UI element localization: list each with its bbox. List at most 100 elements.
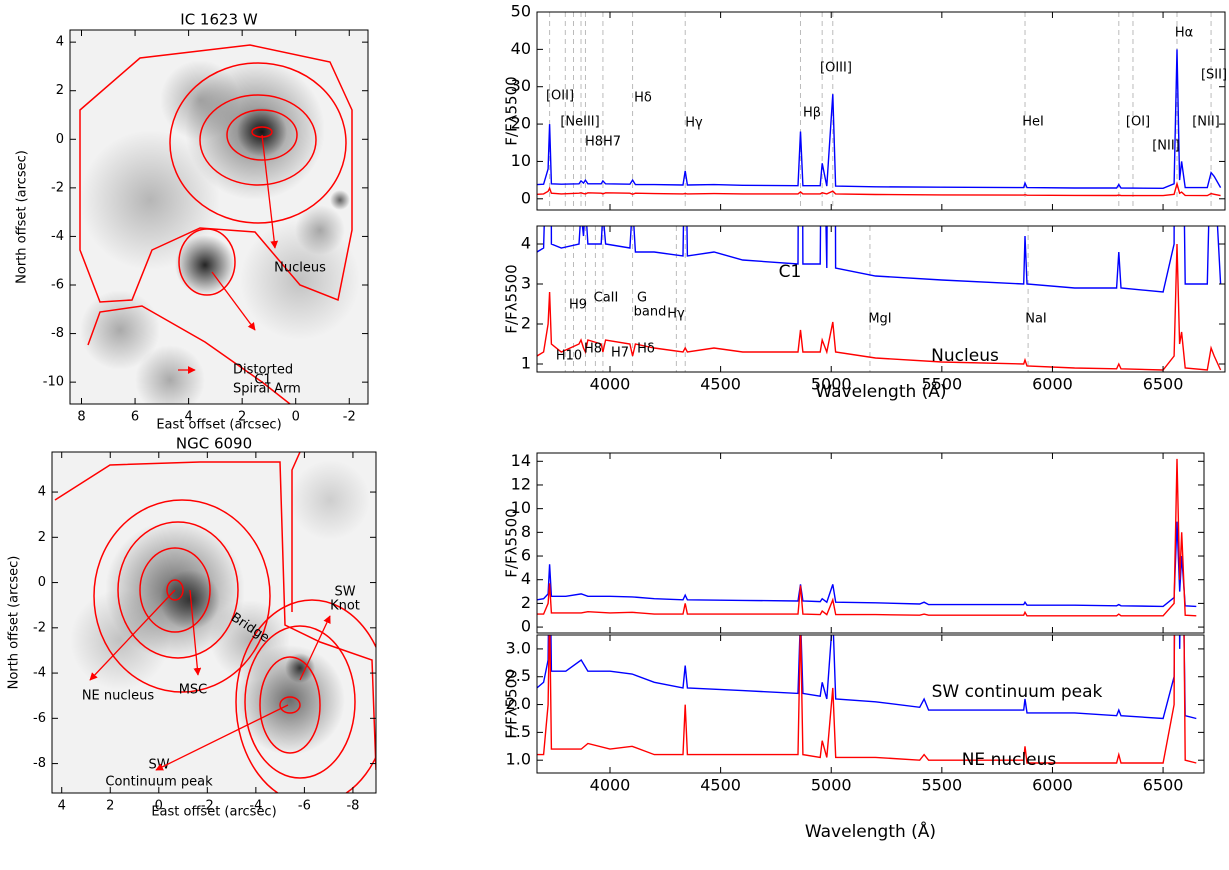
- y-tick-label: 10: [511, 151, 531, 170]
- annotation: H8: [584, 342, 602, 357]
- annotation: [OIII]: [820, 61, 852, 76]
- annotation: [SII]: [1201, 68, 1227, 83]
- x-tick-label: 4: [184, 410, 192, 425]
- annotation: NE nucleus: [82, 689, 155, 704]
- galaxy-light: [295, 205, 345, 255]
- plot-area: [52, 452, 376, 793]
- annotation: G: [637, 291, 647, 306]
- y-axis-label: F/Fλ5500: [503, 76, 521, 145]
- annotation: Hγ: [685, 116, 703, 131]
- y-tick-label: 1.0: [506, 750, 531, 769]
- x-tick-label: 4: [58, 799, 66, 814]
- series-label: SW continuum peak: [932, 682, 1103, 702]
- annotation: Continuum peak: [105, 775, 213, 790]
- arrow: [211, 271, 256, 331]
- y-tick-label: -6: [51, 278, 64, 293]
- y-tick-label: 4: [56, 35, 64, 50]
- x-tick-label: 2: [238, 410, 246, 425]
- x-axis-label: East offset (arcsec): [156, 418, 281, 433]
- spectrum: [537, 226, 1222, 293]
- x-axis-label: East offset (arcsec): [151, 805, 276, 820]
- x-tick-label: 6500: [1143, 776, 1184, 795]
- plot-area: [537, 226, 1222, 372]
- y-tick-label: 2: [38, 530, 46, 545]
- axes-frame: [536, 634, 1205, 774]
- annotation: band: [634, 305, 667, 320]
- y-tick-label: 0: [521, 188, 531, 207]
- panel-title: NGC 6090: [176, 435, 252, 453]
- y-tick-label: 2: [521, 593, 531, 612]
- contour: [226, 109, 298, 161]
- annotation: C1: [254, 373, 271, 388]
- y-tick-label: 4: [38, 485, 46, 500]
- x-tick-label: 5500: [921, 776, 962, 795]
- x-tick-label: 4000: [590, 375, 631, 394]
- axes-frame: [536, 225, 1226, 373]
- annotation: [NII]: [1192, 115, 1220, 130]
- y-tick-label: -2: [51, 180, 64, 195]
- x-tick-label: -2: [201, 799, 214, 814]
- contour: [199, 94, 317, 186]
- arrow: [189, 589, 202, 676]
- y-tick-label: 2.0: [506, 694, 531, 713]
- y-tick-label: 0: [56, 132, 64, 147]
- x-tick-label: 0: [292, 410, 300, 425]
- y-tick-label: 14: [511, 451, 531, 470]
- annotation: HeI: [1022, 115, 1044, 130]
- y-tick-label: 20: [511, 114, 531, 133]
- x-tick-label: -2: [343, 410, 356, 425]
- contour: [244, 625, 356, 779]
- plot-area: [537, 458, 1197, 617]
- y-axis-label: North offset (arcsec): [15, 150, 30, 284]
- y-tick-label: 2: [56, 83, 64, 98]
- y-tick-label: 1: [521, 354, 531, 373]
- y-tick-label: 2.5: [506, 666, 531, 685]
- annotation: H8H7: [585, 135, 621, 150]
- x-axis-label: Wavelength (Å): [815, 380, 946, 402]
- contour: [259, 656, 321, 754]
- y-tick-label: -10: [43, 375, 64, 390]
- x-tick-label: 5000: [811, 776, 852, 795]
- series-label: NE nucleus: [962, 750, 1057, 770]
- y-tick-label: 0: [521, 617, 531, 636]
- y-tick-label: 4: [521, 569, 531, 588]
- axes-frame: [536, 11, 1226, 211]
- spectrum: [537, 181, 1221, 197]
- spectrum: [537, 635, 1197, 720]
- series-label: Nucleus: [931, 346, 999, 366]
- series-label: C1: [779, 262, 802, 282]
- spectrum: [537, 458, 1197, 617]
- y-axis-label: North offset (arcsec): [7, 556, 22, 690]
- y-tick-label: -4: [33, 666, 46, 681]
- annotation: SW: [334, 585, 355, 600]
- x-tick-label: 6500: [1143, 375, 1184, 394]
- plot-area: [537, 635, 1197, 764]
- x-tick-label: 6000: [1032, 776, 1073, 795]
- y-axis-label: F/Fλ5500: [503, 508, 521, 577]
- y-tick-label: 6: [521, 546, 531, 565]
- annotation: Spiral Arm: [233, 382, 301, 397]
- y-tick-label: 10: [511, 498, 531, 517]
- y-tick-label: 50: [511, 2, 531, 21]
- axes-frame: [69, 29, 369, 405]
- galaxy-light: [210, 600, 290, 680]
- y-tick-label: 0: [38, 575, 46, 590]
- galaxy-light: [285, 653, 315, 683]
- x-tick-label: 5000: [811, 375, 852, 394]
- galaxy-light: [160, 570, 220, 630]
- contour: [291, 452, 301, 612]
- x-tick-label: 4000: [590, 776, 631, 795]
- arrow: [89, 589, 176, 681]
- spectrum: [537, 635, 1197, 764]
- spectrum: [537, 521, 1197, 608]
- annotation: H9: [569, 298, 587, 313]
- x-axis-label: Wavelength (Å): [805, 820, 936, 842]
- spectrum: [537, 49, 1222, 190]
- y-tick-label: -8: [33, 756, 46, 771]
- annotation: Nucleus: [274, 261, 326, 276]
- annotation: [OII]: [546, 89, 574, 104]
- contour: [169, 62, 347, 224]
- galaxy-light: [290, 460, 370, 540]
- contour: [178, 228, 236, 296]
- y-tick-label: 12: [511, 474, 531, 493]
